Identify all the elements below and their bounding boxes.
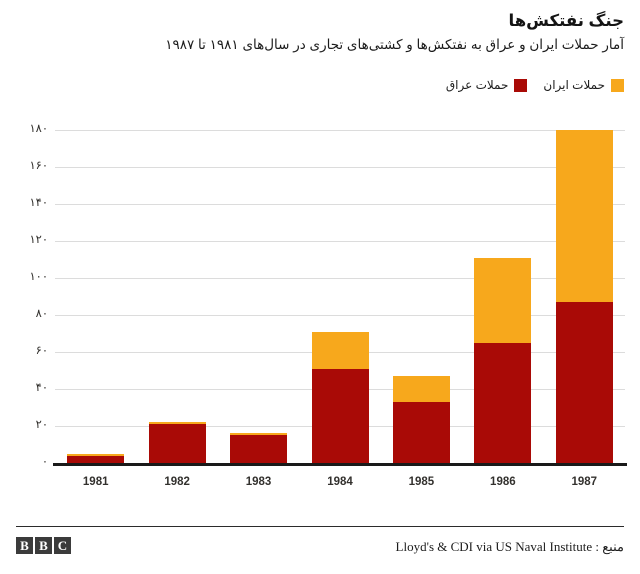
chart-header: جنگ نفتکش‌ها آمار حملات ایران و عراق به … — [16, 10, 624, 55]
x-tick-label-1985: 1985 — [408, 476, 435, 488]
y-tick-label-20: ۲۰ — [35, 419, 48, 431]
x-axis-line — [53, 463, 627, 466]
bar-segment-iraq-1986[interactable] — [474, 342, 532, 463]
bar-group-1984[interactable] — [311, 331, 369, 463]
bbc-logo-letter-0: B — [16, 537, 33, 554]
bar-segment-iraq-1981[interactable] — [67, 455, 125, 463]
plot-wrapper: ۱۸۰ ۱۶۰ ۱۴۰ ۱۲۰ ۱۰۰ ۸۰ ۶۰ ۴۰ ۲۰ ۰ 1981 1982 1983 198… — [0, 104, 640, 496]
source-text: Lloyd's & CDI via US Naval Institute — [395, 539, 593, 554]
y-tick-label-80: ۸۰ — [35, 308, 48, 320]
bar-segment-iran-1987[interactable] — [555, 130, 613, 303]
y-tick-label-180: ۱۸۰ — [29, 123, 48, 135]
bbc-logo-letter-1: B — [35, 537, 52, 554]
bar-segment-iraq-1982[interactable] — [148, 424, 206, 463]
x-tick-label-1984: 1984 — [327, 476, 353, 488]
y-tick-label-140: ۱۴۰ — [29, 197, 48, 209]
bar-group-1987[interactable] — [555, 130, 613, 463]
gridline-100 — [55, 278, 625, 279]
bar-segment-iran-1982[interactable] — [148, 422, 206, 425]
x-tick-label-1987: 1987 — [571, 476, 598, 488]
bar-segment-iraq-1983[interactable] — [230, 435, 288, 463]
y-tick-label-160: ۱۶۰ — [29, 160, 48, 172]
x-tick-label-1981: 1981 — [82, 476, 109, 488]
legend-swatch-iraq — [514, 79, 528, 92]
bars-layer — [55, 104, 625, 463]
legend-label-iraq: حملات عراق — [445, 78, 509, 92]
bar-segment-iran-1984[interactable] — [311, 331, 369, 369]
source-label: منبع : — [595, 539, 624, 554]
bar-group-1982[interactable] — [148, 422, 206, 463]
bar-segment-iran-1985[interactable] — [392, 376, 450, 402]
bar-segment-iran-1983[interactable] — [230, 433, 288, 436]
y-tick-label-120: ۱۲۰ — [29, 234, 48, 246]
bar-group-1981[interactable] — [67, 453, 125, 463]
x-tick-label-1986: 1986 — [490, 476, 516, 488]
chart-subtitle: آمار حملات ایران و عراق به نفتکش‌ها و کش… — [165, 37, 624, 52]
bar-group-1986[interactable] — [474, 257, 532, 463]
legend-item-iraq: حملات عراق — [446, 79, 528, 92]
y-tick-label-0: ۰ — [41, 456, 48, 468]
bar-segment-iraq-1984[interactable] — [311, 368, 369, 463]
bar-segment-iran-1981[interactable] — [67, 453, 125, 456]
y-tick-label-40: ۴۰ — [35, 382, 48, 394]
legend-label-iran: حملات ایران — [543, 78, 605, 92]
gridline-80 — [55, 315, 625, 316]
x-tick-label-1982: 1982 — [164, 476, 190, 488]
y-tick-label-100: ۱۰۰ — [29, 271, 48, 283]
bbc-logo-letter-2: C — [54, 537, 71, 554]
footer-divider — [16, 526, 624, 527]
x-tick-label-1983: 1983 — [245, 476, 272, 488]
legend-swatch-iran — [611, 79, 624, 92]
bar-segment-iraq-1985[interactable] — [392, 401, 450, 463]
legend-item-iran: حملات ایران — [543, 79, 624, 92]
gridline-160 — [55, 167, 625, 168]
bar-segment-iraq-1987[interactable] — [555, 302, 613, 463]
page-title: جنگ نفتکش‌ها — [508, 12, 624, 30]
bar-segment-iran-1986[interactable] — [474, 257, 532, 343]
gridline-140 — [55, 204, 625, 205]
bar-group-1983[interactable] — [230, 433, 288, 463]
gridline-120 — [55, 241, 625, 242]
chart-legend: حملات ایران حملات عراق — [446, 79, 624, 92]
gridline-180 — [55, 130, 625, 131]
y-tick-label-60: ۶۰ — [35, 345, 48, 357]
source-credit: منبع : Lloyd's & CDI via US Naval Instit… — [396, 539, 624, 555]
bar-group-1985[interactable] — [392, 376, 450, 463]
